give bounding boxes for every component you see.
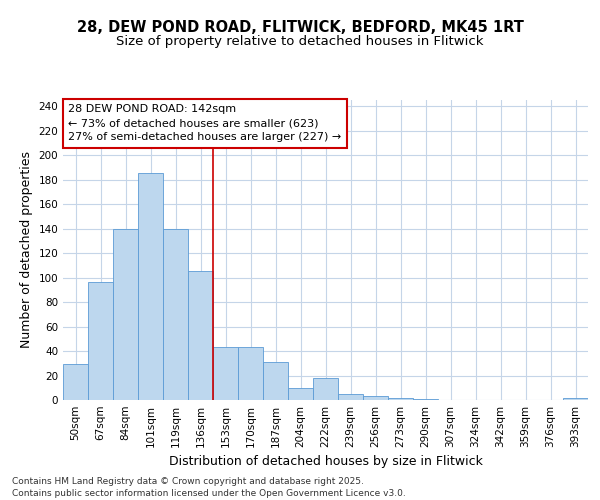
Bar <box>313 378 338 400</box>
Bar <box>263 362 288 400</box>
Y-axis label: Number of detached properties: Number of detached properties <box>20 152 33 348</box>
Bar <box>388 398 413 400</box>
Bar <box>213 348 238 400</box>
Text: 28, DEW POND ROAD, FLITWICK, BEDFORD, MK45 1RT: 28, DEW POND ROAD, FLITWICK, BEDFORD, MK… <box>77 20 523 35</box>
Bar <box>88 282 113 400</box>
Bar <box>113 228 138 400</box>
Bar <box>563 398 588 400</box>
Bar <box>63 364 88 400</box>
Text: 28 DEW POND ROAD: 142sqm
← 73% of detached houses are smaller (623)
27% of semi-: 28 DEW POND ROAD: 142sqm ← 73% of detach… <box>68 104 341 142</box>
Bar <box>188 272 213 400</box>
Text: Size of property relative to detached houses in Flitwick: Size of property relative to detached ho… <box>116 34 484 48</box>
Bar <box>288 388 313 400</box>
Bar <box>138 174 163 400</box>
Bar <box>338 394 363 400</box>
X-axis label: Distribution of detached houses by size in Flitwick: Distribution of detached houses by size … <box>169 456 482 468</box>
Bar <box>238 348 263 400</box>
Text: Contains HM Land Registry data © Crown copyright and database right 2025.
Contai: Contains HM Land Registry data © Crown c… <box>12 476 406 498</box>
Bar <box>363 396 388 400</box>
Bar <box>163 228 188 400</box>
Bar <box>413 399 438 400</box>
